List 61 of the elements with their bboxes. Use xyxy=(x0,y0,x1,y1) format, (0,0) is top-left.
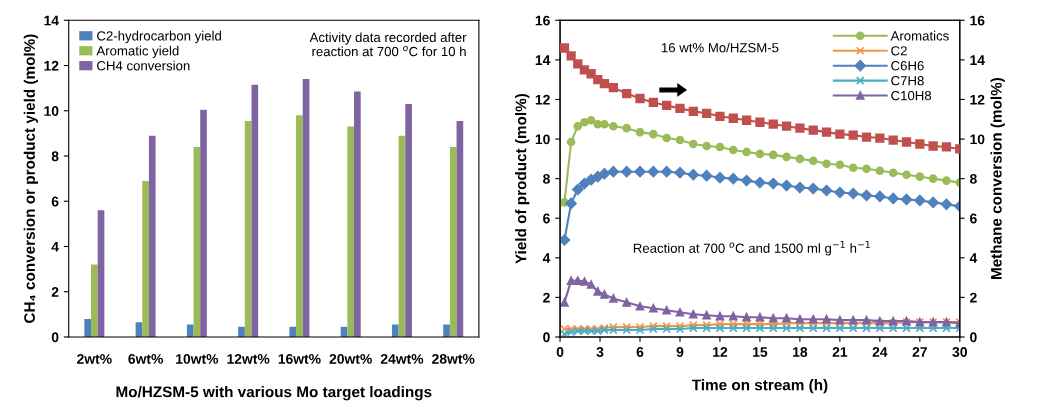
x-tick-label: 10wt% xyxy=(176,354,219,364)
y-tick-label: 0 xyxy=(543,332,550,343)
x-tick-label: 20wt% xyxy=(329,354,372,364)
y2-tick-label: 8 xyxy=(969,173,977,184)
legend-label: C6H6 xyxy=(891,61,924,71)
y2-tick-label: 12 xyxy=(970,94,985,105)
y-tick-label: 10 xyxy=(535,134,550,145)
y-tick-label: 12 xyxy=(535,94,550,105)
y2-tick-label: 14 xyxy=(970,55,985,65)
y-axis-title: Yield of product (mol%) xyxy=(515,93,530,264)
x-tick-label: 24 xyxy=(872,347,888,357)
legend-label: CH4 conversion xyxy=(97,60,190,71)
y-tick-label: 8 xyxy=(543,173,550,184)
y-tick-label: 4 xyxy=(542,253,551,263)
x-tick-label: 27 xyxy=(912,347,927,357)
legend-label: C2 xyxy=(891,46,907,56)
y2-tick-label: 0 xyxy=(970,332,977,343)
y-tick-label: 6 xyxy=(543,213,550,224)
y-tick-label: 6 xyxy=(51,196,59,207)
y2-tick-label: 4 xyxy=(969,253,978,263)
y-axis-title: CH₄ conversion or product yield (mol%) xyxy=(23,34,38,323)
legend-label: Aromatics xyxy=(890,30,949,41)
y-tick-label: 16 xyxy=(535,15,550,26)
annotation: Reaction at 700 $^{o}$C and 1500 ml g$^{−1}$ h$^{−1}$ xyxy=(633,240,870,256)
y-tick-label: 10 xyxy=(44,106,59,116)
legend-label: Aromatic yield xyxy=(96,45,179,59)
y2-tick-label: 10 xyxy=(970,134,985,145)
y-tick-label: 8 xyxy=(51,151,59,162)
y-tick-label: 14 xyxy=(44,15,59,26)
y2-tick-label: 16 xyxy=(970,15,985,26)
x-tick-label: 28wt% xyxy=(432,354,475,364)
x-tick-label: 12 xyxy=(713,347,728,357)
x-tick-label: 6 xyxy=(636,347,644,357)
x-tick-label: 18 xyxy=(793,347,808,357)
y-tick-label: 12 xyxy=(44,60,59,71)
x-tick-label: 6wt% xyxy=(128,354,163,364)
x-axis-title: Mo/HZSM-5 with various Mo target loadings xyxy=(116,386,432,401)
x-axis-title: Time on stream (h) xyxy=(691,379,828,394)
annotation: Activity data recorded after reaction at 700 $^{o}$C for 10 h xyxy=(309,32,467,57)
x-tick-label: 0 xyxy=(556,347,564,357)
legend-label: C2-hydrocarbon yield xyxy=(97,30,221,44)
x-tick-label: 30 xyxy=(952,347,967,357)
y2-axis-title: Methane conversion (mol%) xyxy=(990,77,1005,280)
legend-label: C10H8 xyxy=(891,90,932,101)
x-tick-label: 15 xyxy=(753,347,768,357)
y-tick-label: 14 xyxy=(535,55,551,65)
y2-tick-label: 6 xyxy=(970,213,977,224)
y-tick-label: 4 xyxy=(51,241,59,252)
x-tick-label: 3 xyxy=(596,347,604,357)
legend-label: C7H8 xyxy=(891,76,924,86)
x-tick-label: 12wt% xyxy=(227,354,270,364)
annotation: 16 wt% Mo/HZSM-5 xyxy=(661,42,779,53)
y2-tick-label: 2 xyxy=(970,292,977,303)
x-tick-label: 21 xyxy=(832,347,848,357)
x-tick-label: 16wt% xyxy=(278,354,321,364)
x-tick-label: 24wt% xyxy=(380,354,424,364)
x-tick-label: 2wt% xyxy=(77,354,112,364)
y-tick-label: 2 xyxy=(543,292,550,303)
y-tick-label: 0 xyxy=(51,332,59,343)
x-tick-label: 9 xyxy=(676,347,684,357)
y-tick-label: 2 xyxy=(51,287,59,297)
